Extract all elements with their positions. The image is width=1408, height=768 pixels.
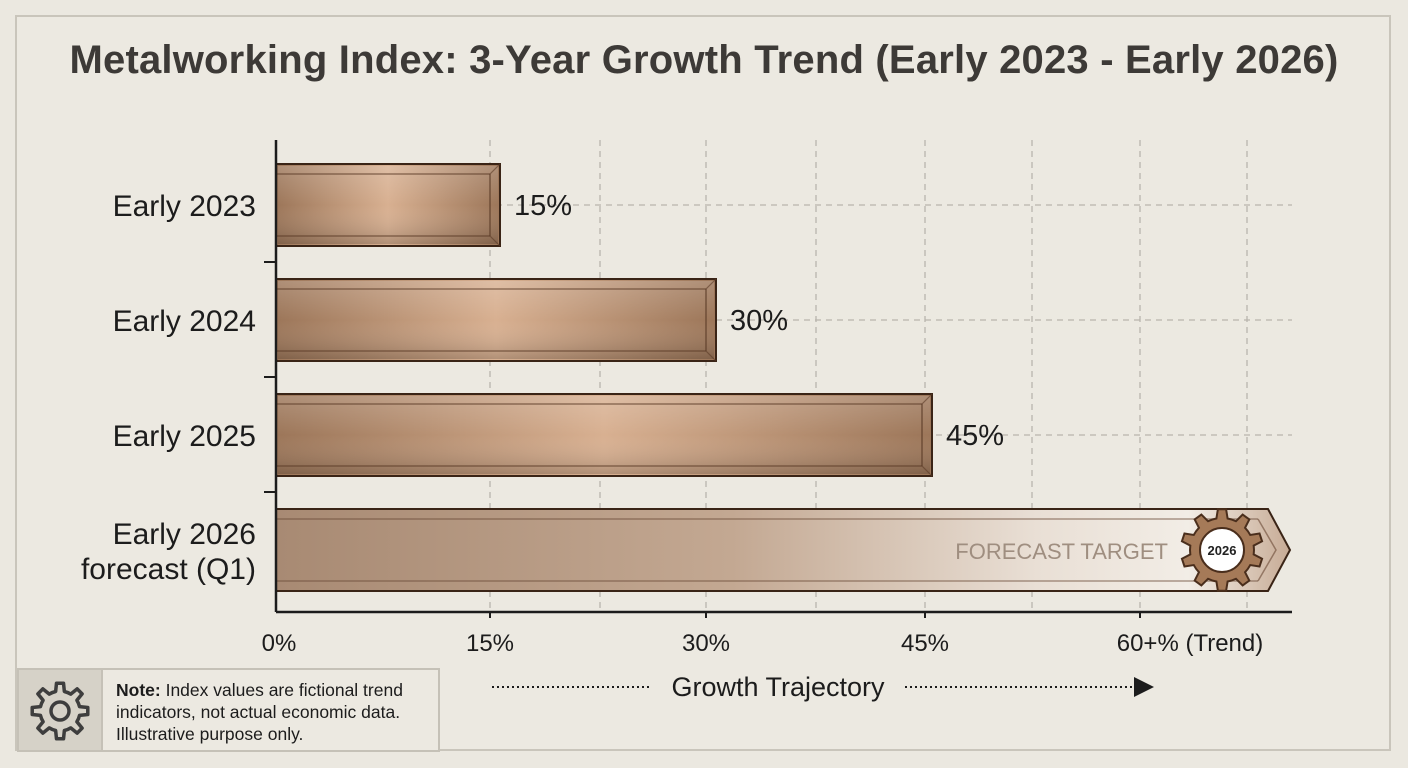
gear-badge — [1199, 527, 1245, 573]
disclaimer-note: Note: Index values are fictional trend i… — [17, 668, 440, 752]
category-label-line: Early 2026 — [113, 518, 256, 551]
bar-bevel-corner — [489, 163, 501, 175]
x-tick-label: 15% — [466, 630, 514, 657]
x-tick-label: 45% — [901, 630, 949, 657]
bar-bevel-corner — [489, 235, 501, 247]
category-label: Early 2024 — [113, 305, 256, 338]
x-axis-label: Growth Trajectory — [671, 672, 885, 702]
forecast-badge-label: 2026 — [1208, 543, 1237, 558]
chart-frame — [15, 15, 1391, 751]
category-label: Early 2025 — [113, 420, 256, 453]
bar-bevel-corner — [705, 278, 717, 290]
x-tick-label: 60+% (Trend) — [1117, 630, 1264, 657]
bar-sheen — [278, 396, 930, 474]
data-label: 45% — [946, 420, 1004, 452]
bar-bevel-corner — [921, 465, 933, 477]
category-label: Early 2023 — [113, 190, 256, 223]
data-label: 15% — [514, 190, 572, 222]
category-label-line: forecast (Q1) — [81, 553, 256, 586]
note-body: Index values are fictional trend indicat… — [116, 680, 403, 744]
bar-bevel-corner — [705, 350, 717, 362]
data-label: 30% — [730, 305, 788, 337]
note-bold-label: Note: — [116, 680, 161, 700]
bar-sheen — [278, 281, 714, 359]
forecast-target-label: FORECAST TARGET — [955, 539, 1168, 564]
note-icon-box — [19, 670, 103, 750]
bar-bevel-corner — [921, 393, 933, 405]
forecast-bevel-tip — [1257, 518, 1277, 582]
x-tick-label: 0% — [262, 630, 297, 657]
category-label: Early 2026 forecast (Q1) — [81, 518, 256, 586]
note-text: Note: Index values are fictional trend i… — [116, 679, 436, 745]
gear-icon — [30, 681, 90, 741]
x-tick-label: 30% — [682, 630, 730, 657]
bar-sheen — [278, 166, 498, 244]
chart-title: Metalworking Index: 3-Year Growth Trend … — [69, 38, 1339, 82]
